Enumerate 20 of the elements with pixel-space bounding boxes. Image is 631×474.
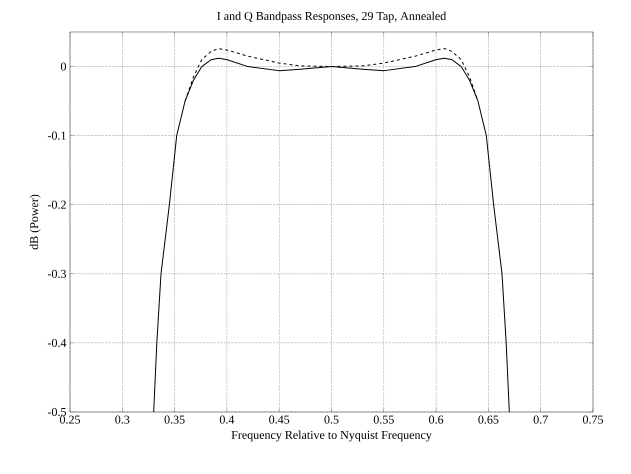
y-tick-label: -0.4 xyxy=(48,338,66,347)
x-tick-label: 0.7 xyxy=(534,416,548,424)
x-tick-label: 0.4 xyxy=(220,416,234,424)
y-tick-label: -0.2 xyxy=(48,200,66,209)
x-tick-label: 0.25 xyxy=(60,416,80,424)
x-tick-label: 0.65 xyxy=(478,416,498,424)
x-tick-label: 0.75 xyxy=(582,416,604,424)
x-tick-label: 0.5 xyxy=(324,416,339,424)
y-tick-label: -0.3 xyxy=(48,270,66,278)
y-tick-label: 0 xyxy=(60,62,66,71)
x-tick-label: 0.55 xyxy=(374,416,394,424)
x-tick-label: 0.45 xyxy=(269,416,290,424)
x-axis-title: Frequency Relative to Nyquist Frequency xyxy=(232,430,432,442)
y-tick-label: -0.1 xyxy=(48,132,66,140)
y-tick-label: -0.5 xyxy=(48,408,66,416)
x-tick-label: 0.6 xyxy=(429,416,444,424)
x-tick-label: 0.35 xyxy=(164,416,185,424)
chart-title: I and Q Bandpass Responses, 29 Tap, Annealed xyxy=(217,12,446,22)
x-tick-label: 0.3 xyxy=(115,416,130,424)
y-axis-title: dB (Power) xyxy=(30,194,41,250)
